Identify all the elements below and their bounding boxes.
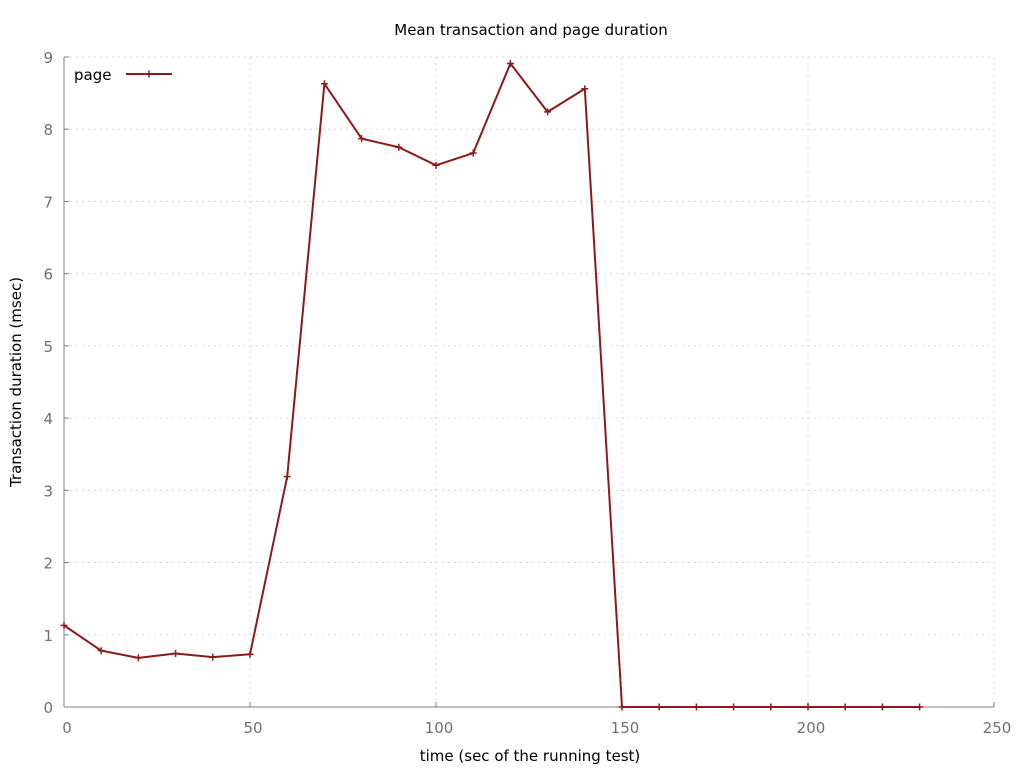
data-point bbox=[618, 703, 626, 711]
y-tick-label: 1 bbox=[43, 627, 53, 645]
data-point bbox=[804, 703, 812, 711]
y-tick-label: 6 bbox=[43, 266, 53, 284]
y-tick-label: 5 bbox=[43, 338, 53, 356]
ticks-layer: 0 1 2 3 4 5 6 7 8 9 0 50 100 150 200 250 bbox=[43, 49, 1011, 737]
series-layer bbox=[60, 60, 924, 711]
data-point bbox=[916, 703, 924, 711]
legend: page bbox=[74, 66, 172, 84]
axes-layer bbox=[63, 57, 994, 708]
data-point bbox=[395, 143, 403, 151]
x-tick-label: 200 bbox=[797, 719, 826, 737]
y-tick-label: 0 bbox=[43, 699, 53, 717]
y-tick-label: 7 bbox=[43, 193, 53, 211]
y-tick-label: 3 bbox=[43, 482, 53, 500]
grid-layer bbox=[63, 56, 995, 708]
legend-marker-page bbox=[145, 70, 153, 78]
data-point bbox=[730, 703, 738, 711]
y-tick-label: 9 bbox=[43, 49, 53, 67]
data-point bbox=[432, 161, 440, 169]
data-point bbox=[134, 654, 142, 662]
data-point bbox=[469, 149, 477, 157]
x-axis-label: time (sec of the running test) bbox=[420, 747, 641, 765]
data-point bbox=[581, 85, 589, 93]
chart-title: Mean transaction and page duration bbox=[394, 21, 667, 39]
x-tick-label: 50 bbox=[243, 719, 262, 737]
legend-label-page: page bbox=[74, 66, 111, 84]
data-point bbox=[60, 621, 68, 629]
data-point bbox=[506, 60, 514, 67]
x-tick-label: 250 bbox=[983, 719, 1012, 737]
y-tick-label: 2 bbox=[43, 555, 53, 573]
data-point bbox=[878, 703, 886, 711]
data-point bbox=[692, 703, 700, 711]
y-tick-label: 4 bbox=[43, 410, 53, 428]
data-point bbox=[246, 650, 254, 658]
x-tick-label: 0 bbox=[62, 719, 72, 737]
x-tick-label: 100 bbox=[425, 719, 454, 737]
data-point bbox=[283, 473, 291, 481]
y-tick-label: 8 bbox=[43, 121, 53, 139]
data-point bbox=[544, 108, 552, 116]
data-point bbox=[209, 653, 217, 661]
data-point bbox=[172, 650, 180, 658]
x-tick-label: 150 bbox=[611, 719, 640, 737]
data-point bbox=[320, 80, 328, 88]
data-point bbox=[767, 703, 775, 711]
data-point bbox=[358, 135, 366, 143]
series-line-page bbox=[63, 62, 921, 708]
data-point bbox=[841, 703, 849, 711]
data-point bbox=[97, 647, 105, 655]
data-point bbox=[655, 703, 663, 711]
y-axis-label: Transaction duration (msec) bbox=[7, 277, 25, 488]
